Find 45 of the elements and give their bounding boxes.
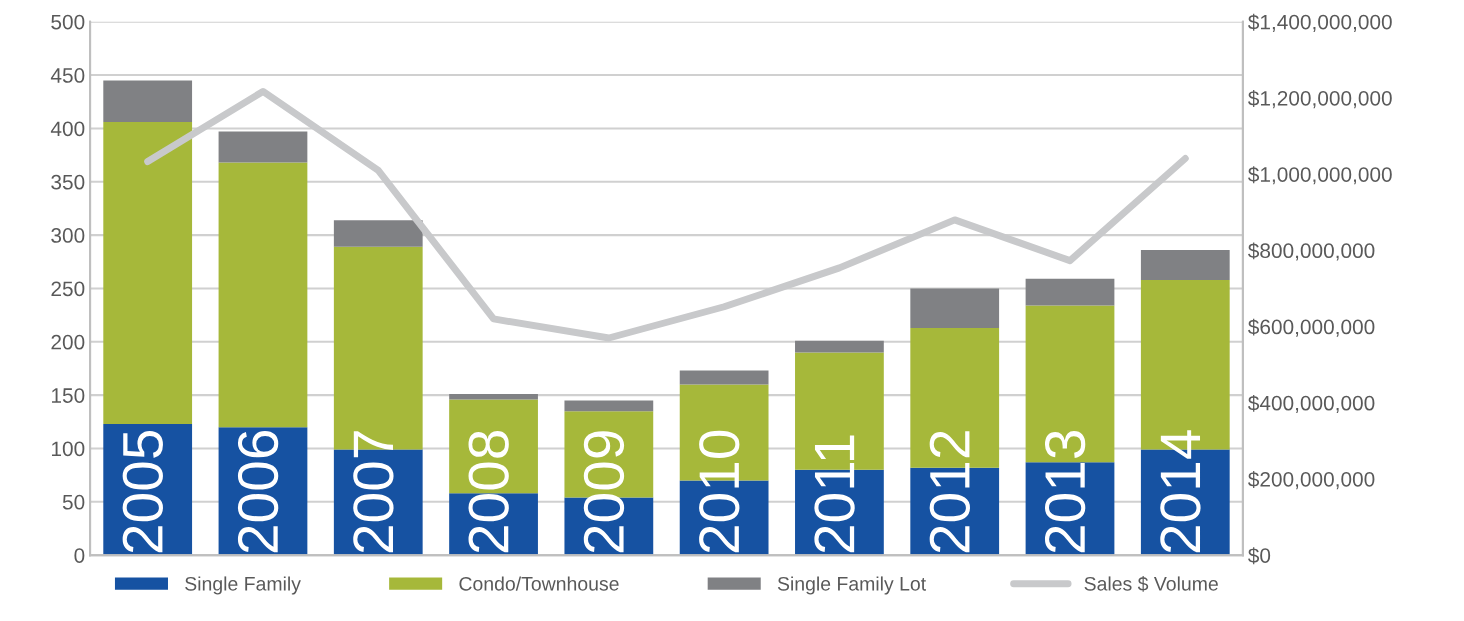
x-tick-label: 2011: [814, 435, 855, 553]
y2-tick-label: $400,000,000: [1248, 394, 1375, 413]
x-tick-label: 2007: [353, 431, 394, 553]
bar: [564, 400, 654, 412]
y-tick-label: 500: [51, 14, 85, 30]
y-tick-label: 450: [50, 68, 85, 83]
y-tick-label: 100: [52, 441, 85, 457]
x-tick-label: 2012: [929, 431, 970, 553]
legend-label: Sales $ Volume: [1084, 576, 1218, 592]
y2-tick-label: $800,000,000: [1248, 242, 1375, 261]
bar: [218, 131, 308, 163]
legend-label: Single Family: [185, 576, 301, 595]
bar: [795, 340, 884, 353]
y-tick-label: 350: [51, 174, 85, 190]
x-tick-label: 2014: [1160, 430, 1201, 553]
bar: [103, 122, 193, 424]
bar: [679, 370, 769, 385]
y-tick-label: 250: [51, 281, 85, 297]
y-tick-label: 200: [51, 334, 85, 350]
bar: [449, 394, 538, 400]
bar: [333, 220, 423, 247]
legend-label: Single Family Lot: [777, 576, 926, 595]
bar: [1025, 278, 1115, 306]
x-tick-label: 2008: [468, 430, 509, 553]
bar: [1140, 250, 1230, 280]
y2-tick-label: $1,400,000,000: [1248, 13, 1392, 32]
x-tick-label: 2010: [699, 430, 740, 553]
y-tick-label: 150: [52, 388, 85, 403]
bar: [910, 288, 1000, 328]
y-tick-label: 50: [62, 494, 85, 510]
y2-tick-label: $200,000,000: [1248, 471, 1375, 490]
y-tick-label: 300: [51, 228, 85, 243]
bar: [218, 162, 308, 428]
y-tick-label: 400: [50, 121, 85, 137]
x-tick-label: 2005: [122, 430, 163, 553]
x-tick-label: 2009: [583, 431, 625, 553]
y2-tick-label: $600,000,000: [1248, 318, 1375, 337]
y2-tick-label: $0: [1248, 547, 1271, 565]
x-tick-label: 2013: [1044, 431, 1086, 553]
legend-label: Condo/Townhouse: [459, 576, 619, 591]
y2-tick-label: $1,000,000,000: [1248, 166, 1392, 185]
y2-tick-label: $1,200,000,000: [1248, 90, 1392, 109]
y-tick-label: 0: [74, 548, 85, 563]
x-tick-label: 2006: [237, 431, 279, 553]
bar: [103, 80, 193, 123]
